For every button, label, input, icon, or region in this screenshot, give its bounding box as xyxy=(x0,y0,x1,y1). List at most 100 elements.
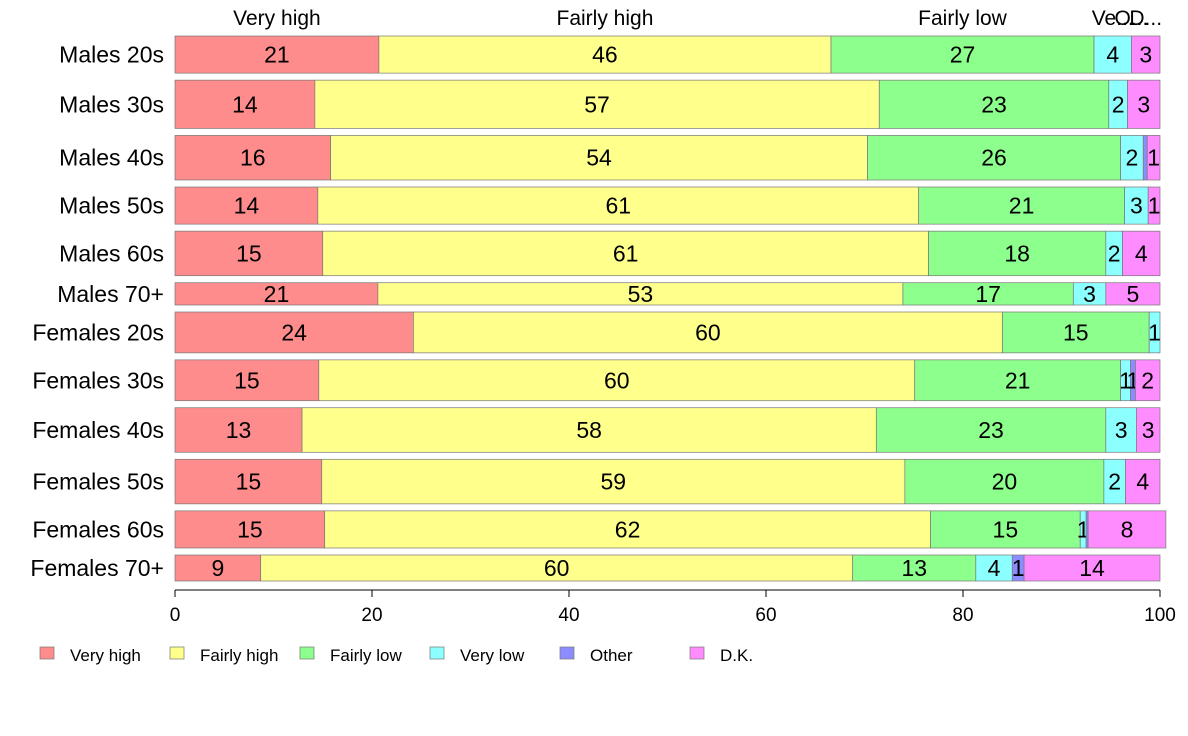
data-label-d-k-males-20s: 3 xyxy=(1139,42,1152,68)
data-label-fairly-high-males-60s: 61 xyxy=(613,240,639,266)
data-label-fairly-high-females-20s: 60 xyxy=(695,319,721,345)
bars: 21 46 27 4 314 57 23 2 316 54 26 2 114 61 21 3 115 61 18 2 4… xyxy=(174,35,1167,582)
data-label-d-k-males-50s: 1 xyxy=(1148,193,1161,219)
bar-fairly-high-males-40s xyxy=(330,135,868,181)
data-label-very-high-males-40s: 16 xyxy=(240,145,266,171)
bar-fairly-high-females-30s xyxy=(318,359,916,402)
data-label-very-low-males-50s: 3 xyxy=(1130,193,1143,219)
x-tick-label-40: 40 xyxy=(558,605,579,626)
bar-d-k-males-50s xyxy=(1147,186,1161,225)
data-label-very-high-females-20s: 24 xyxy=(281,319,307,345)
data-label-fairly-low-males-20s: 27 xyxy=(950,42,976,68)
data-label-fairly-low-males-50s: 21 xyxy=(1009,193,1035,219)
bar-fairly-low-females-60s xyxy=(930,510,1081,549)
data-label-fairly-low-males-60s: 18 xyxy=(1004,240,1030,266)
bar-d-k-males-60s xyxy=(1122,230,1161,277)
data-label-very-high-males-20s: 21 xyxy=(264,42,290,68)
top-label-fairly-low: Fairly low xyxy=(918,7,1008,30)
data-label-very-low-males-60s: 2 xyxy=(1108,240,1121,266)
data-label-d-k-males-40s: 1 xyxy=(1147,145,1160,171)
y-tick-label-females-40s: Females 40s xyxy=(32,417,164,443)
legend-swatch-d-k xyxy=(689,646,705,660)
y-tick-label-males-30s: Males 30s xyxy=(59,91,164,117)
data-label-fairly-high-males-20s: 46 xyxy=(592,42,618,68)
data-label-d-k-males-60s: 4 xyxy=(1135,240,1148,266)
data-label-fairly-low-females-20s: 15 xyxy=(1063,319,1089,345)
bar-fairly-high-females-40s xyxy=(301,407,877,453)
y-tick-label-females-20s: Females 20s xyxy=(32,319,164,345)
data-label-very-high-males-60s: 15 xyxy=(236,240,262,266)
data-label-d-k-males-70: 5 xyxy=(1127,281,1140,307)
data-label-d-k-males-30s: 3 xyxy=(1137,91,1150,117)
legend-label-d-k: D.K. xyxy=(720,646,753,665)
top-label-very-high: Very high xyxy=(233,7,321,30)
data-label-very-high-females-60s: 15 xyxy=(237,516,263,542)
data-label-very-high-males-30s: 14 xyxy=(232,91,258,117)
bar-fairly-low-females-30s xyxy=(914,359,1121,402)
y-tick-label-males-40s: Males 40s xyxy=(59,145,164,171)
y-tick-label-females-60s: Females 60s xyxy=(32,516,164,542)
bar-d-k-females-70 xyxy=(1023,554,1161,582)
legend-swatch-fairly-high xyxy=(169,646,185,660)
top-label-fairly-high: Fairly high xyxy=(557,7,654,30)
y-axis-labels: Males 20s Males 30s Males 40s Males 50s Male… xyxy=(30,42,164,581)
data-label-very-high-females-30s: 15 xyxy=(234,367,260,393)
bar-very-high-females-50s xyxy=(174,458,323,505)
data-label-fairly-high-males-40s: 54 xyxy=(586,145,612,171)
bar-fairly-low-females-20s xyxy=(1002,311,1150,354)
data-label-fairly-low-females-70: 13 xyxy=(901,555,927,581)
data-label-very-high-females-40s: 13 xyxy=(226,417,252,443)
data-label-fairly-high-females-60s: 62 xyxy=(615,516,641,542)
bar-fairly-low-males-40s xyxy=(867,135,1121,181)
legend-label-other: Other xyxy=(590,646,633,665)
data-label-other-females-70: 1 xyxy=(1012,555,1025,581)
bar-d-k-females-30s xyxy=(1135,359,1161,402)
y-tick-label-females-50s: Females 50s xyxy=(32,469,164,495)
bar-fairly-low-males-30s xyxy=(878,79,1110,129)
x-tick-label-80: 80 xyxy=(952,605,973,626)
data-label-very-low-females-30s: 1 xyxy=(1119,367,1132,393)
data-label-very-low-males-40s: 2 xyxy=(1126,145,1139,171)
legend-label-fairly-high: Fairly high xyxy=(200,646,278,665)
top-label-very-low: Ve... xyxy=(1092,7,1134,30)
bar-very-high-females-40s xyxy=(174,407,303,453)
bar-fairly-low-females-50s xyxy=(904,458,1105,505)
bar-fairly-low-females-40s xyxy=(875,407,1107,453)
y-tick-label-males-60s: Males 60s xyxy=(59,240,164,266)
bar-fairly-high-females-20s xyxy=(413,311,1003,354)
y-tick-label-males-50s: Males 50s xyxy=(59,193,164,219)
legend-label-very-low: Very low xyxy=(460,646,525,665)
bar-d-k-females-60s xyxy=(1087,510,1167,549)
data-label-d-k-females-40s: 3 xyxy=(1142,417,1155,443)
bar-d-k-females-50s xyxy=(1125,458,1161,505)
y-tick-label-females-70: Females 70+ xyxy=(30,555,164,581)
bar-d-k-males-20s xyxy=(1131,35,1161,74)
data-label-d-k-females-50s: 4 xyxy=(1136,469,1149,495)
legend-label-fairly-low: Fairly low xyxy=(330,646,403,665)
data-label-very-low-females-70: 4 xyxy=(988,555,1001,581)
data-label-d-k-females-60s: 8 xyxy=(1121,516,1134,542)
bar-very-high-males-40s xyxy=(174,135,331,181)
legend-swatch-other xyxy=(559,646,575,660)
data-label-fairly-high-females-30s: 60 xyxy=(604,367,630,393)
bar-very-high-males-50s xyxy=(174,186,319,225)
data-label-fairly-high-males-50s: 61 xyxy=(605,193,631,219)
data-label-very-low-males-30s: 2 xyxy=(1112,91,1125,117)
data-label-fairly-low-females-30s: 21 xyxy=(1005,367,1031,393)
data-label-fairly-low-males-40s: 26 xyxy=(981,145,1007,171)
bar-d-k-females-40s xyxy=(1136,407,1161,453)
data-label-fairly-low-males-30s: 23 xyxy=(981,91,1007,117)
bar-d-k-males-40s xyxy=(1146,135,1161,181)
y-tick-label-females-30s: Females 30s xyxy=(32,367,164,393)
y-tick-label-males-20s: Males 20s xyxy=(59,42,164,68)
bar-very-high-males-60s xyxy=(174,230,324,277)
data-label-very-low-females-40s: 3 xyxy=(1115,417,1128,443)
bar-very-high-males-20s xyxy=(174,35,380,74)
bar-d-k-males-70 xyxy=(1105,282,1161,306)
x-tick-label-0: 0 xyxy=(170,605,181,626)
legend-label-very-high: Very high xyxy=(70,646,141,665)
data-label-very-high-males-50s: 14 xyxy=(234,193,260,219)
legend-swatch-very-high xyxy=(39,646,55,660)
data-label-fairly-high-males-30s: 57 xyxy=(584,91,610,117)
bar-very-low-females-70 xyxy=(975,554,1013,582)
